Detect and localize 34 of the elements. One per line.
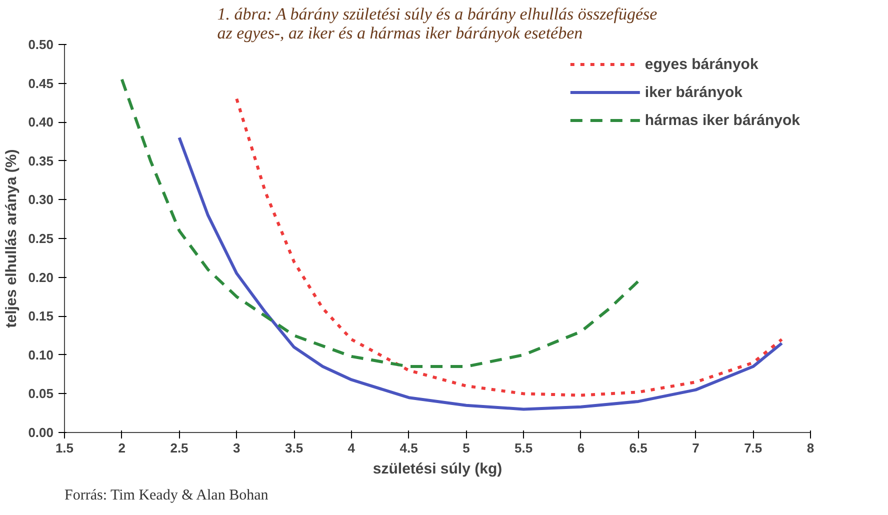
y-tick-label: 0.30 xyxy=(28,192,54,208)
x-axis-title: születési súly (kg) xyxy=(372,460,502,478)
x-tick-label: 6.5 xyxy=(629,440,648,456)
x-tick-label: 5.5 xyxy=(514,440,533,456)
x-tick-label: 6 xyxy=(577,440,585,456)
line-series xyxy=(120,78,640,368)
y-axis-title: teljes elhullás aránya (%) xyxy=(3,149,20,328)
y-tick-label: 0.20 xyxy=(28,270,54,285)
text: Forrás: Tim Keady & Alan Bohan xyxy=(64,488,269,504)
x-tick-label: 7 xyxy=(692,440,700,456)
x-tick-label: 3 xyxy=(233,440,240,456)
y-tick-label: 0.35 xyxy=(28,153,54,168)
x-tick-label: 3.5 xyxy=(285,440,304,456)
x-tick-label: 2 xyxy=(118,440,126,456)
x-tick-label: 4.5 xyxy=(400,440,418,456)
y-tick-label: 0.15 xyxy=(28,308,54,324)
chart-title: 1. ábra: A bárány születési súly és a bárány elhullás összefügése az egyes-, az iker és a hármas iker bárányok esetében xyxy=(217,4,658,42)
y-tick-label: 0.50 xyxy=(28,37,54,52)
y-tick-label: 0.25 xyxy=(28,231,54,246)
y-tick-label: 0.40 xyxy=(28,114,54,130)
legend-label: iker bárányok xyxy=(644,84,742,100)
x-tick-label: 8 xyxy=(806,440,814,456)
x-tick-label: 7.5 xyxy=(744,440,762,456)
y-tick-label: 0.05 xyxy=(28,386,54,402)
line-series xyxy=(178,136,784,411)
legend-label: egyes bárányok xyxy=(644,56,758,72)
x-tick-label: 1.5 xyxy=(55,440,74,456)
x-tick-label: 4 xyxy=(348,440,356,456)
y-tick-label: 0.00 xyxy=(28,425,54,440)
y-tick-label: 0.45 xyxy=(28,76,54,91)
legend-label: hármas iker bárányok xyxy=(644,112,800,128)
y-tick-label: 0.10 xyxy=(28,347,54,362)
x-tick-label: 5 xyxy=(462,440,470,456)
x-tick-label: 2.5 xyxy=(170,440,188,456)
